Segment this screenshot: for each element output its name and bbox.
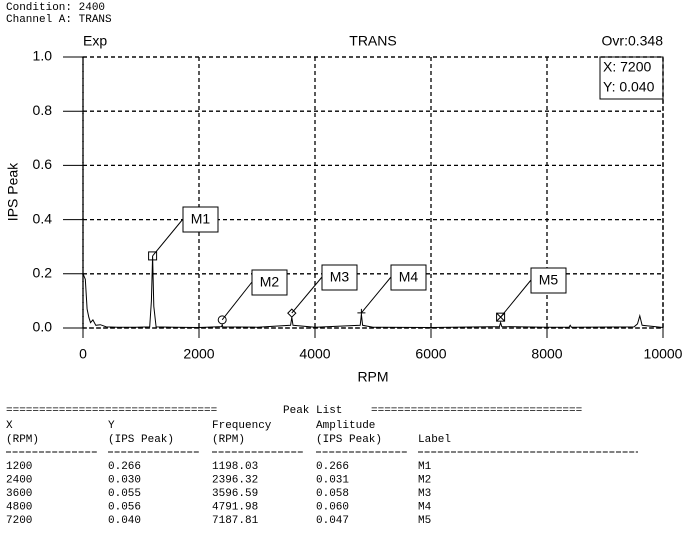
table-cell: 7187.81: [212, 515, 259, 527]
y-tick-label: 1.0: [33, 48, 53, 64]
readout-box: [599, 56, 664, 100]
table-cell: M1: [418, 461, 432, 473]
marker-cross: [496, 312, 505, 322]
table-cell: 0.055: [108, 488, 141, 500]
table-cell: 3596.59: [212, 488, 258, 500]
callout-box: [530, 267, 567, 294]
marker: [287, 308, 297, 318]
y-tick-label: 0.0: [33, 319, 53, 335]
table-cell: 1200: [6, 461, 32, 473]
table-cell: 3600: [6, 488, 32, 500]
table-cell: 2396.32: [212, 474, 258, 486]
table-cell: 0.058: [316, 488, 349, 500]
callout-box: [390, 264, 427, 291]
table-cell: 0.040: [108, 515, 141, 527]
column-name: Amplitude: [316, 420, 375, 432]
column-name: Y: [108, 420, 115, 432]
marker: [148, 251, 158, 261]
spectrum-line: [82, 255, 664, 329]
table-cell: 0.266: [108, 461, 141, 473]
callout-label: M5: [539, 272, 559, 288]
callout-label: M1: [191, 211, 211, 227]
plot-frame: [82, 56, 664, 329]
table-rule: ================================: [6, 405, 217, 417]
column-unit: Label: [418, 434, 451, 446]
readout-y: Y: 0.040: [603, 79, 655, 95]
table-title: Peak List: [283, 405, 342, 417]
leader-line: [291, 276, 323, 314]
x-tick-label: 6000: [415, 346, 446, 362]
callout-box: [251, 269, 288, 296]
table-cell: M5: [418, 515, 431, 527]
callout-label: M4: [399, 269, 419, 285]
leader-line: [500, 279, 532, 318]
callout-box: [321, 264, 358, 291]
x-tick-label: 0: [79, 346, 87, 362]
table-cell: 7200: [6, 515, 32, 527]
table-cell: 0.030: [108, 474, 141, 486]
column-unit: (RPM): [212, 434, 245, 446]
corner-right: Ovr:0.348: [602, 33, 664, 49]
column-unit: (IPS Peak): [108, 434, 174, 446]
table-cell: 0.031: [316, 474, 349, 486]
readout-x: X: 7200: [603, 59, 651, 75]
y-tick-label: 0.6: [33, 156, 53, 172]
x-tick-label: 2000: [183, 346, 214, 362]
callout-label: M3: [330, 269, 350, 285]
table-cell: 0.266: [316, 461, 349, 473]
x-axis-label: RPM: [357, 369, 388, 385]
leader-line: [361, 276, 392, 314]
x-tick-label: 10000: [644, 346, 683, 362]
table-cell: M4: [418, 501, 432, 513]
x-tick-label: 4000: [299, 346, 330, 362]
table-cell: 0.060: [316, 501, 349, 513]
y-tick-label: 0.2: [33, 265, 53, 281]
y-axis-label: IPS Peak: [5, 162, 21, 221]
table-cell: 2400: [6, 474, 32, 486]
table-cell: 0.056: [108, 501, 141, 513]
leader-line: [221, 281, 253, 321]
column-unit: (RPM): [6, 434, 39, 446]
marker: [217, 315, 227, 325]
chart-title: TRANS: [349, 33, 396, 49]
y-tick-label: 0.8: [33, 102, 53, 118]
column-name: Frequency: [212, 420, 272, 432]
y-tick-label: 0.4: [33, 210, 53, 226]
leader-line: [152, 218, 184, 257]
condition: Condition: 2400: [6, 2, 105, 14]
corner-left: Exp: [83, 33, 107, 49]
table-cell: 4800: [6, 501, 32, 513]
table-cell: 1198.03: [212, 461, 258, 473]
table-cell: 4791.98: [212, 501, 258, 513]
column-unit: (IPS Peak): [316, 434, 382, 446]
channel: Channel A: TRANS: [6, 14, 112, 26]
callout-box: [182, 206, 219, 233]
callout-label: M2: [260, 274, 280, 290]
x-tick-label: 8000: [531, 346, 562, 362]
table-rule: ================================: [371, 405, 582, 417]
table-cell: M2: [418, 474, 431, 486]
marker: [496, 312, 506, 322]
table-cell: M3: [418, 488, 431, 500]
marker: [357, 308, 366, 317]
column-name: X: [6, 420, 13, 432]
table-cell: 0.047: [316, 515, 349, 527]
